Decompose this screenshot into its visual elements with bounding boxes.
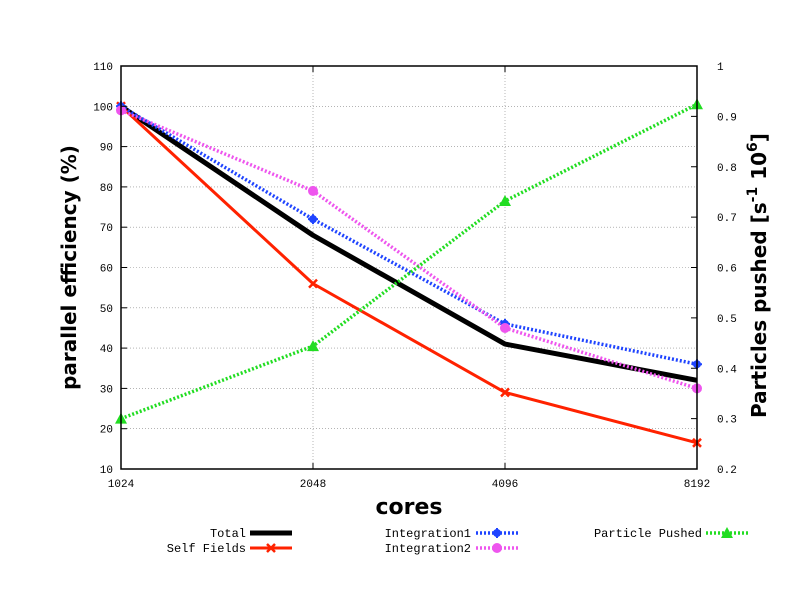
legend-marker xyxy=(266,543,276,553)
y-tick-label: 80 xyxy=(100,183,113,195)
x-axis-title: cores xyxy=(375,495,442,520)
series-integration2 xyxy=(116,105,702,394)
y2-axis-title: Particles pushed [s-1 106] xyxy=(745,133,771,418)
y2-title-close: ] xyxy=(747,133,771,142)
y2-tick-label: 0.3 xyxy=(717,415,737,427)
data-point xyxy=(307,340,319,352)
y-tick-label: 40 xyxy=(100,344,113,356)
legend-item-integration1: Integration1 xyxy=(385,527,518,541)
legend-item-self-fields: Self Fields xyxy=(167,542,292,556)
y2-title-exp1: -1 xyxy=(745,187,761,203)
x-tick-label: 8192 xyxy=(684,479,710,491)
data-point xyxy=(308,278,318,289)
series-layer xyxy=(115,98,703,448)
y2-title-exp2: 6 xyxy=(745,142,761,152)
y2-title-mid: 10 xyxy=(747,152,771,187)
y-tick-label: 20 xyxy=(100,425,113,437)
y-tick-label: 100 xyxy=(93,102,113,114)
y2-tick-label: 1 xyxy=(717,62,724,74)
legend-marker xyxy=(492,528,502,538)
legend-label: Self Fields xyxy=(167,542,246,556)
y2-title-base: Particles pushed [s xyxy=(747,202,771,418)
y-tick-label: 30 xyxy=(100,384,113,396)
series-line xyxy=(119,104,698,383)
y2-tick-label: 0.6 xyxy=(717,264,737,276)
y-tick-label: 60 xyxy=(100,264,113,276)
legend-marker xyxy=(721,527,733,538)
legend-label: Integration2 xyxy=(385,542,471,556)
series-line xyxy=(120,102,698,421)
legend-marker xyxy=(492,543,502,553)
y-tick-label: 90 xyxy=(100,143,113,155)
ticks: 10 20 30 40 50 60 70 80 90 100 110 0.2 0.3 0.4 0.5 0.6 0… xyxy=(93,62,737,491)
y2-tick-label: 0.5 xyxy=(717,314,737,326)
legend-item-integration2: Integration2 xyxy=(385,542,518,556)
y2-tick-label: 0.8 xyxy=(717,163,737,175)
y-tick-label: 110 xyxy=(93,62,113,74)
legend-label: Total xyxy=(210,527,246,541)
series-line xyxy=(119,105,698,445)
series-line xyxy=(120,108,698,391)
data-point xyxy=(499,195,511,207)
y-tick-label: 70 xyxy=(100,223,113,235)
y2-tick-label: 0.7 xyxy=(717,213,737,225)
series-integration1 xyxy=(116,101,702,370)
x-tick-label: 2048 xyxy=(300,479,326,491)
legend-label: Particle Pushed xyxy=(594,527,702,541)
series-line xyxy=(120,104,698,366)
legend-item-particle-pushed: Particle Pushed xyxy=(594,527,748,541)
x-tick-label: 4096 xyxy=(492,479,518,491)
y2-tick-label: 0.9 xyxy=(717,112,737,124)
data-point xyxy=(500,322,510,333)
y2-tick-label: 0.4 xyxy=(717,364,737,376)
data-point xyxy=(308,185,318,196)
data-point xyxy=(500,387,510,398)
data-point xyxy=(308,214,318,225)
y2-tick-label: 0.2 xyxy=(717,465,737,477)
y-tick-label: 10 xyxy=(100,465,113,477)
grid-lines xyxy=(121,66,697,469)
y-axis-title: parallel efficiency (%) xyxy=(57,145,81,390)
series-total xyxy=(119,104,698,383)
legend-item-total: Total xyxy=(210,527,292,541)
legend-label: Integration1 xyxy=(385,527,471,541)
y-tick-label: 50 xyxy=(100,304,113,316)
x-tick-label: 1024 xyxy=(108,479,135,491)
series-particle-pushed xyxy=(115,98,703,424)
